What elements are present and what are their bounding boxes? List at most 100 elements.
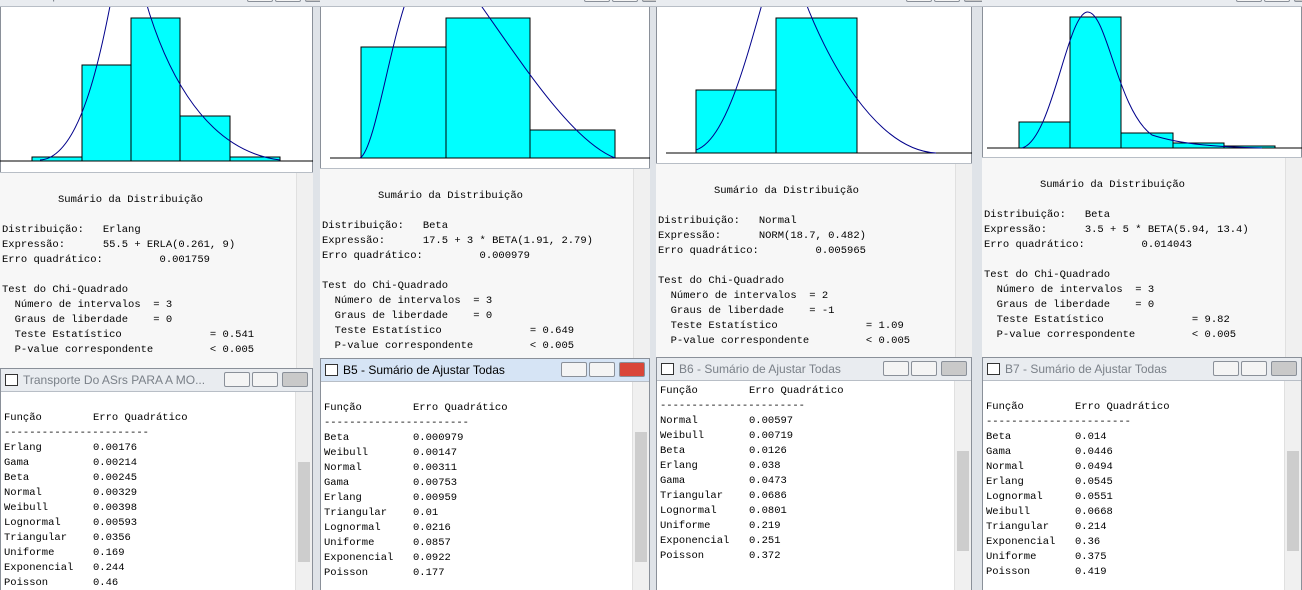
window-button[interactable]	[584, 0, 610, 2]
squared-error: 0.244	[93, 562, 125, 574]
window-button[interactable]	[247, 0, 273, 2]
distribution-name: Normal	[660, 415, 698, 427]
distribution-name: Weibull	[660, 430, 705, 442]
chi-line: Graus de liberdade = -1	[658, 305, 835, 317]
distribution-summary: Sumário da Distribuição Distribuição: Bet…	[982, 157, 1302, 358]
window-button[interactable]	[282, 372, 308, 387]
window-button[interactable]	[1271, 361, 1297, 376]
scrollbar[interactable]	[633, 169, 650, 359]
distribution-name: Lognormal	[324, 522, 381, 534]
window-title: B7	[1004, 0, 1302, 6]
window-title-bar: B7	[982, 0, 1302, 7]
window-button[interactable]	[911, 361, 937, 376]
squared-error: 0.36	[1075, 536, 1101, 548]
squared-error: 0.0668	[1075, 506, 1113, 518]
scrollbar[interactable]	[955, 164, 972, 358]
chi-line: Teste Estatístico = 9.82	[984, 314, 1230, 326]
scroll-thumb	[1287, 451, 1299, 551]
chi-line: Número de intervalos = 2	[658, 290, 829, 302]
window-button[interactable]	[561, 362, 587, 377]
chi-heading: Test do Chi-Quadrado	[2, 284, 129, 296]
scrollbar[interactable]	[1285, 158, 1302, 358]
window-button[interactable]	[934, 0, 960, 2]
fit-curve	[359, 0, 616, 159]
summary-heading: Sumário da Distribuição	[58, 194, 203, 206]
window-button[interactable]	[1264, 0, 1290, 2]
summary-line: Distribuição: Erlang	[2, 224, 141, 236]
window-button[interactable]	[1241, 361, 1267, 376]
window-button[interactable]	[612, 0, 638, 2]
squared-error: 0.177	[413, 567, 445, 579]
summary-line: Erro quadrático: 0.001759	[2, 254, 210, 266]
distribution-name: Beta	[324, 432, 350, 444]
summary-line: Expressão: 55.5 + ERLA(0.261, 9)	[2, 239, 236, 251]
distribution-name: Beta	[660, 445, 686, 457]
bar	[179, 115, 231, 162]
squared-error: 0.0922	[413, 552, 451, 564]
summary-heading: Sumário da Distribuição	[378, 190, 523, 202]
window-button[interactable]	[275, 0, 301, 2]
histogram-bars	[695, 17, 858, 154]
column-header: Função	[986, 401, 1024, 413]
distribution-name: Normal	[4, 487, 42, 499]
bar	[1120, 132, 1174, 149]
squared-error: 0.419	[1075, 566, 1107, 578]
squared-error: 0.0545	[1075, 476, 1113, 488]
window-button[interactable]	[252, 372, 278, 387]
window-title: Transporte Do ASrs PARA A MO...	[23, 373, 206, 387]
summary-line: Distribuição: Normal	[658, 215, 797, 227]
scrollbar[interactable]	[632, 382, 649, 590]
squared-error: 0.169	[93, 547, 125, 559]
distribution-name: Lognormal	[986, 491, 1043, 503]
window-icon	[5, 374, 18, 386]
window-button[interactable]	[883, 361, 909, 376]
squared-error: 0.0801	[749, 505, 787, 517]
squared-error: 0.0551	[1075, 491, 1113, 503]
distribution-name: Weibull	[4, 502, 49, 514]
distribution-name: Erlang	[660, 460, 698, 472]
distribution-summary: Sumário da Distribuição Distribuição: Bet…	[320, 168, 650, 359]
summary-line: Erro quadrático: 0.000979	[322, 250, 530, 262]
fit-window: B6 - Sumário de Ajustar Todas Função Erro …	[656, 357, 972, 590]
squared-error: 0.00398	[93, 502, 138, 514]
histogram	[330, 0, 650, 159]
chi-line: P-value correspondente < 0.005	[984, 329, 1237, 341]
bar	[445, 17, 531, 159]
distribution-name: Uniforme	[324, 537, 375, 549]
squared-error: 0.0446	[1075, 446, 1113, 458]
squared-error: 0.0686	[749, 490, 787, 502]
scrollbar[interactable]	[1284, 381, 1301, 590]
squared-error: 0.00753	[413, 477, 458, 489]
squared-error: 0.00147	[413, 447, 458, 459]
distribution-name: Erlang	[4, 442, 42, 454]
window-button[interactable]	[224, 372, 250, 387]
column-header: Erro Quadrático	[93, 412, 188, 424]
window-button[interactable]	[906, 0, 932, 2]
window-button[interactable]	[589, 362, 615, 377]
window-button[interactable]	[1294, 0, 1302, 2]
window-title-bar: B5	[320, 0, 672, 7]
separator: -----------------------	[324, 417, 469, 429]
window-button[interactable]	[1236, 0, 1262, 2]
scroll-thumb	[298, 462, 310, 562]
summary-line: Distribuição: Beta	[322, 220, 449, 232]
fit-curve	[695, 0, 937, 154]
scrollbar[interactable]	[296, 173, 313, 369]
scrollbar[interactable]	[295, 392, 312, 590]
squared-error: 0.000979	[413, 432, 464, 444]
column-header: Função	[4, 412, 42, 424]
window-button[interactable]	[1213, 361, 1239, 376]
window-button[interactable]	[941, 361, 967, 376]
separator: -----------------------	[986, 416, 1131, 428]
window-title: B5	[342, 0, 672, 6]
fit-curve	[1021, 11, 1263, 149]
distribution-name: Poisson	[986, 566, 1031, 578]
distribution-summary: Sumário da Distribuição Distribuição: Nor…	[656, 163, 972, 358]
bar	[775, 17, 858, 154]
scrollbar[interactable]	[954, 381, 971, 590]
summary-line: Expressão: 17.5 + 3 * BETA(1.91, 2.79)	[322, 235, 593, 247]
column-header: Erro Quadrático	[413, 402, 508, 414]
window-title-bar: Transporte Do ASrs PARA A MO...	[1, 369, 312, 392]
window-button[interactable]	[619, 362, 645, 377]
